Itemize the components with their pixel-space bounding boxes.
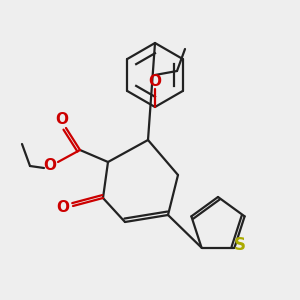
Text: O: O: [148, 74, 161, 88]
Text: O: O: [44, 158, 56, 173]
Text: S: S: [233, 236, 245, 254]
Text: O: O: [56, 112, 68, 127]
Text: O: O: [56, 200, 70, 215]
